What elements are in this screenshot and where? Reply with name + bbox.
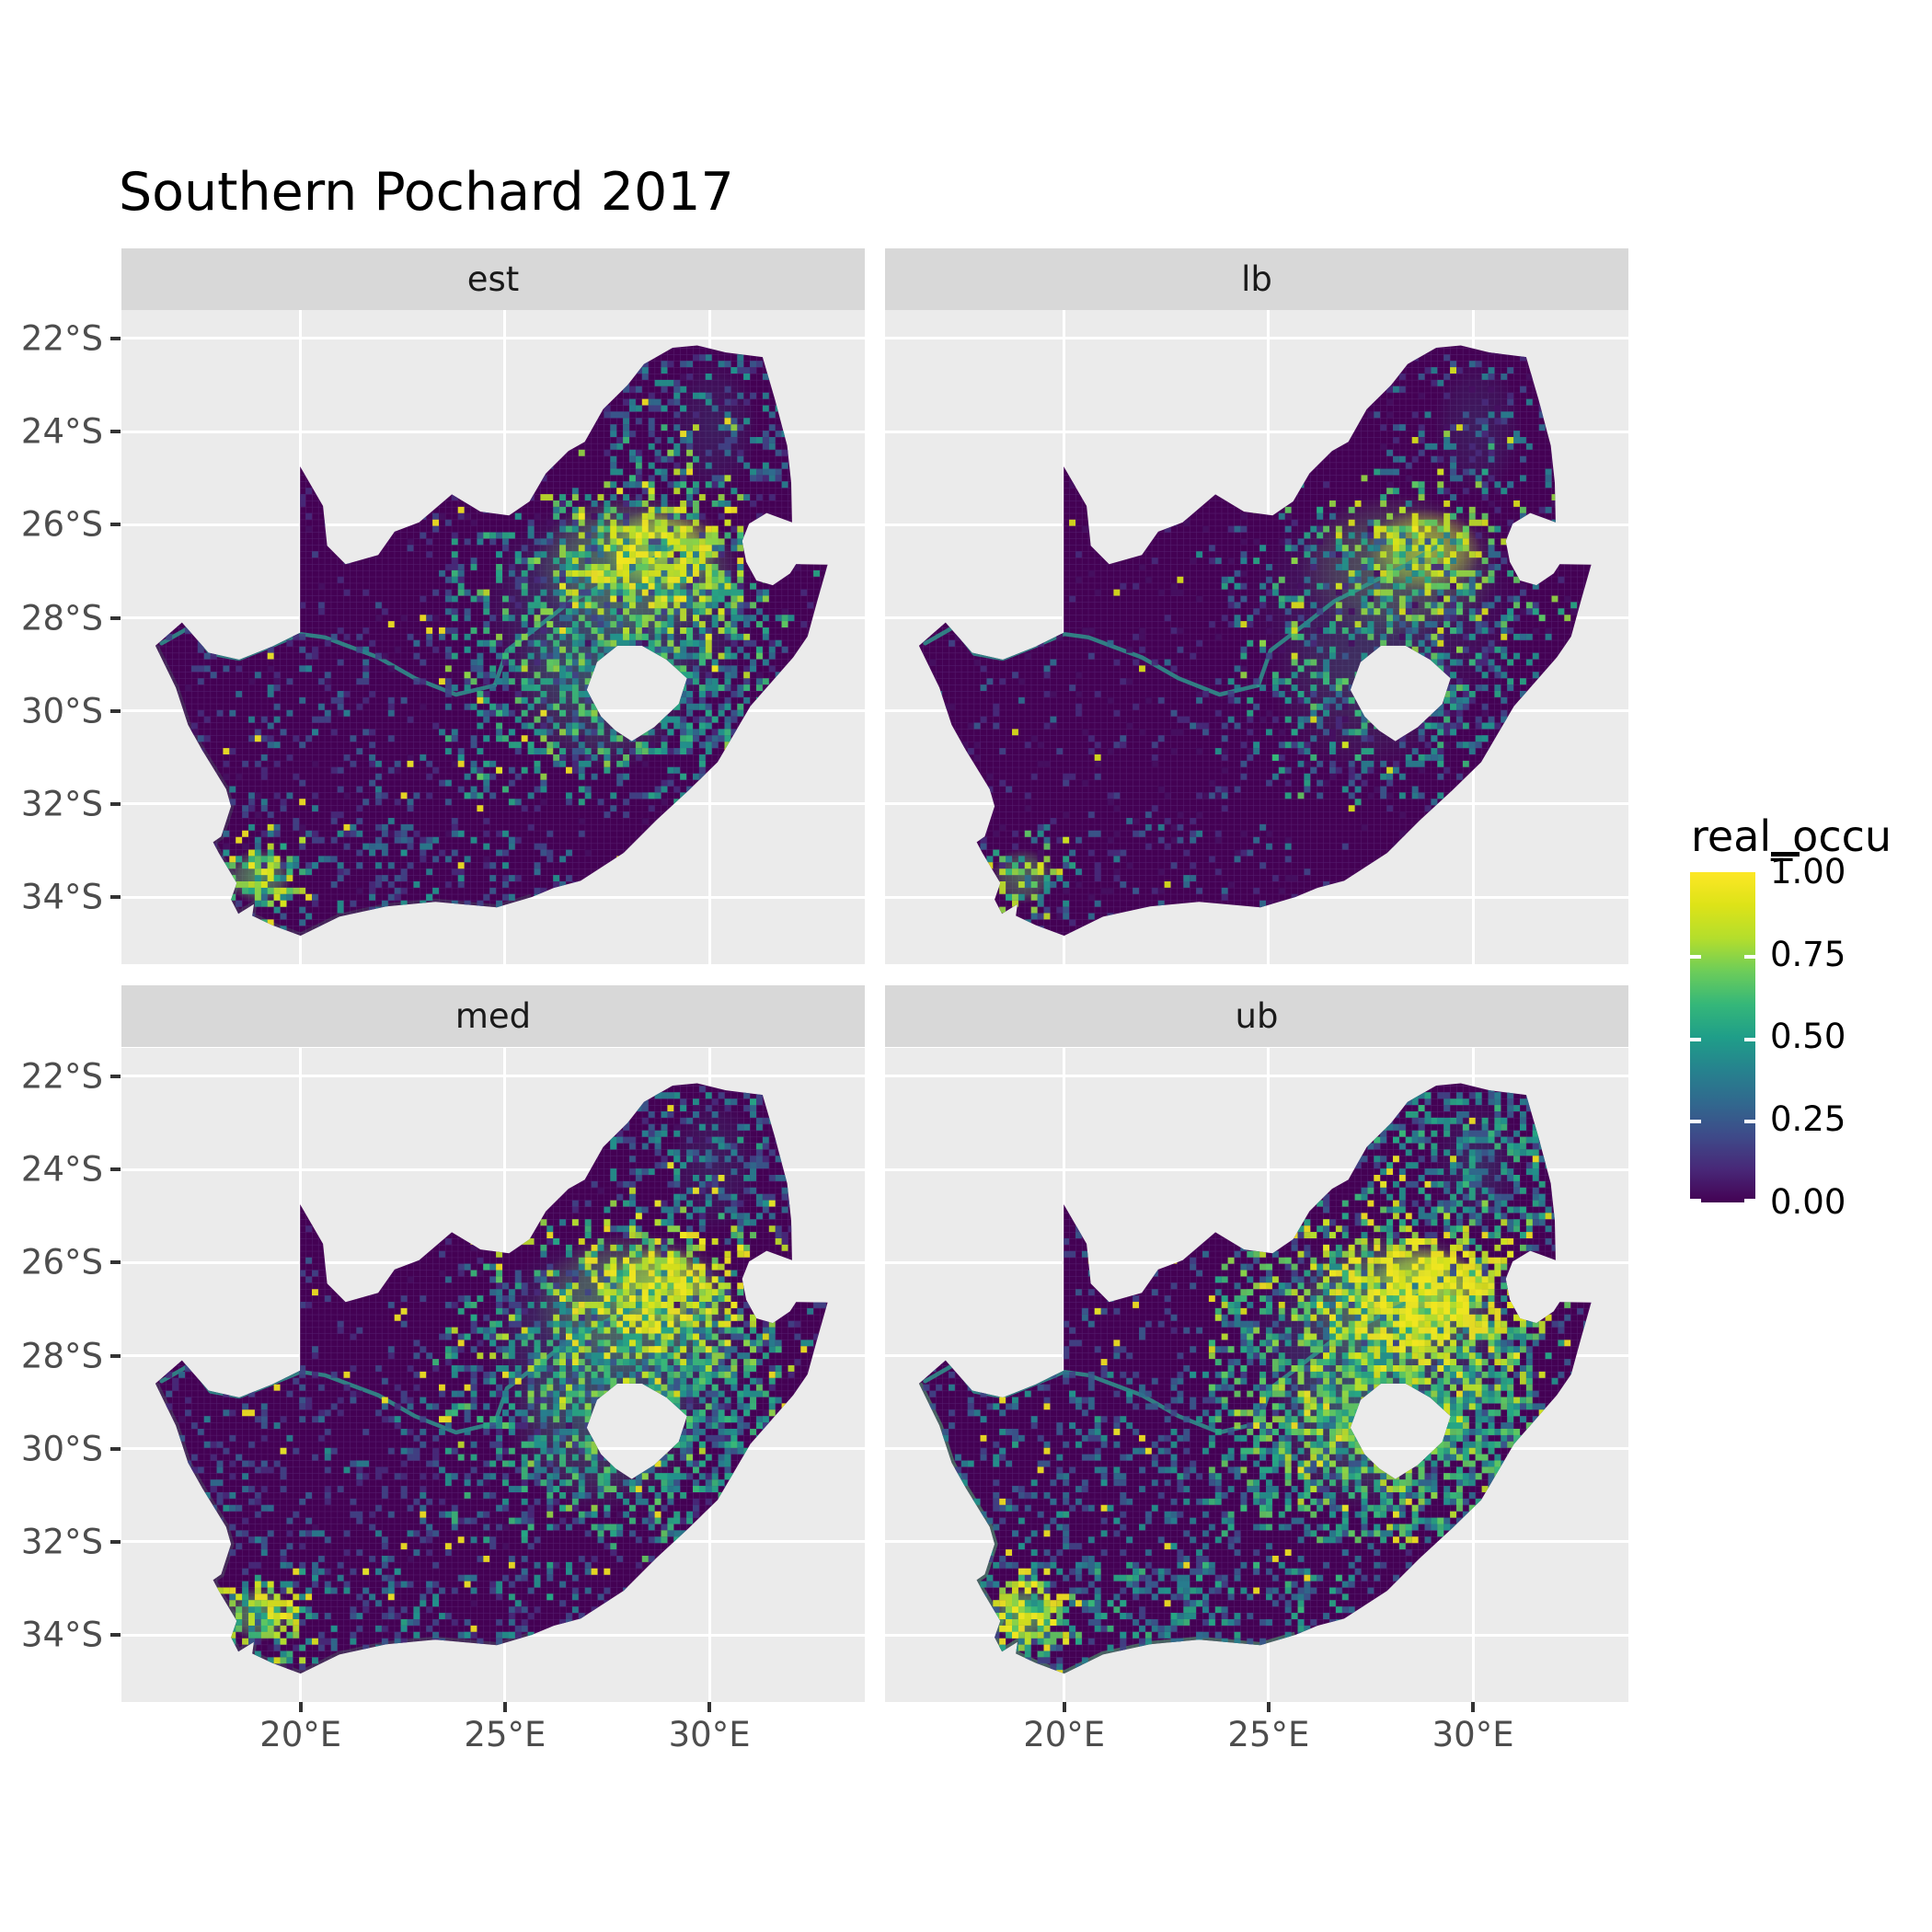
legend-label-0.00: 0.00 — [1770, 1182, 1846, 1222]
y-axis-label: 32°S — [20, 1522, 103, 1562]
x-axis-tick — [1266, 1702, 1271, 1712]
legend-tick — [1744, 1199, 1755, 1202]
map-svg-ub — [918, 1083, 1592, 1674]
facet-strip-label-est: est — [466, 259, 520, 299]
x-axis-label: 25°E — [464, 1715, 546, 1754]
y-axis-tick — [110, 1633, 121, 1638]
map-panel-med — [121, 1048, 865, 1702]
legend-label-0.75: 0.75 — [1770, 935, 1846, 974]
gridline-h — [885, 1075, 1628, 1078]
y-axis-label: 26°S — [20, 504, 103, 545]
legend-label-1.00: 1.00 — [1770, 852, 1846, 891]
x-axis-tick — [707, 1702, 712, 1712]
gridline-h — [121, 430, 865, 433]
facet-strip-med: med — [121, 985, 865, 1047]
y-axis-label: 22°S — [20, 1056, 103, 1097]
y-axis-tick — [110, 1539, 121, 1544]
y-axis-tick — [110, 1353, 121, 1358]
legend-top-tick — [1771, 852, 1800, 857]
y-axis-label: 24°S — [20, 411, 103, 452]
gridline-h — [121, 1167, 865, 1171]
y-axis-tick — [110, 1167, 121, 1172]
legend-label-0.50: 0.50 — [1770, 1017, 1846, 1056]
legend-tick — [1744, 954, 1755, 959]
x-axis-label: 20°E — [259, 1715, 342, 1754]
gridline-h — [121, 1075, 865, 1078]
y-axis-label: 28°S — [20, 1336, 103, 1375]
y-axis-tick — [110, 615, 121, 620]
facet-strip-label-med: med — [454, 996, 532, 1036]
x-axis-label: 25°E — [1227, 1715, 1310, 1754]
y-axis-tick — [110, 336, 121, 340]
y-axis-tick — [110, 1260, 121, 1265]
map-panel-ub — [885, 1048, 1628, 1702]
x-axis-tick — [1062, 1702, 1066, 1712]
y-axis-label: 30°S — [20, 691, 103, 731]
facet-strip-label-ub: ub — [1235, 996, 1279, 1036]
y-axis-tick — [110, 1074, 121, 1078]
legend-tick — [1690, 1120, 1701, 1124]
y-axis-label: 24°S — [20, 1149, 103, 1190]
map-svg-lb — [918, 345, 1592, 937]
y-axis-label: 26°S — [20, 1242, 103, 1282]
map-panel-est — [121, 310, 865, 964]
y-axis-tick — [110, 801, 121, 806]
facet-strip-ub: ub — [885, 985, 1628, 1047]
x-axis-tick — [298, 1702, 303, 1712]
y-axis-tick — [110, 523, 121, 527]
legend-tick — [1744, 1037, 1755, 1041]
legend-tick — [1690, 1037, 1701, 1041]
x-axis-label: 30°E — [668, 1715, 751, 1754]
y-axis-tick — [110, 430, 121, 434]
y-axis-label: 34°S — [20, 877, 103, 917]
y-axis-label: 34°S — [20, 1615, 103, 1655]
y-axis-tick — [110, 708, 121, 713]
plot-title: Southern Pochard 2017 — [119, 162, 734, 223]
x-axis-tick — [502, 1702, 507, 1712]
gridline-h — [885, 430, 1628, 433]
y-axis-tick — [110, 1446, 121, 1451]
x-axis-label: 30°E — [1432, 1715, 1514, 1754]
facet-strip-label-lb: lb — [1241, 259, 1272, 299]
gridline-h — [885, 1167, 1628, 1171]
x-axis-label: 20°E — [1023, 1715, 1106, 1754]
legend-label-0.25: 0.25 — [1770, 1099, 1846, 1139]
legend-tick — [1690, 1199, 1701, 1202]
y-axis-tick — [110, 895, 121, 900]
y-axis-label: 22°S — [20, 318, 103, 359]
y-axis-label: 32°S — [20, 784, 103, 824]
y-axis-label: 28°S — [20, 598, 103, 638]
y-axis-label: 30°S — [20, 1429, 103, 1469]
map-svg-med — [155, 1083, 828, 1674]
map-panel-lb — [885, 310, 1628, 964]
map-svg-est — [155, 345, 828, 937]
legend-tick — [1690, 954, 1701, 959]
facet-strip-lb: lb — [885, 248, 1628, 310]
legend-tick — [1744, 1120, 1755, 1124]
gridline-h — [121, 337, 865, 340]
gridline-h — [885, 337, 1628, 340]
x-axis-tick — [1471, 1702, 1476, 1712]
facet-strip-est: est — [121, 248, 865, 310]
